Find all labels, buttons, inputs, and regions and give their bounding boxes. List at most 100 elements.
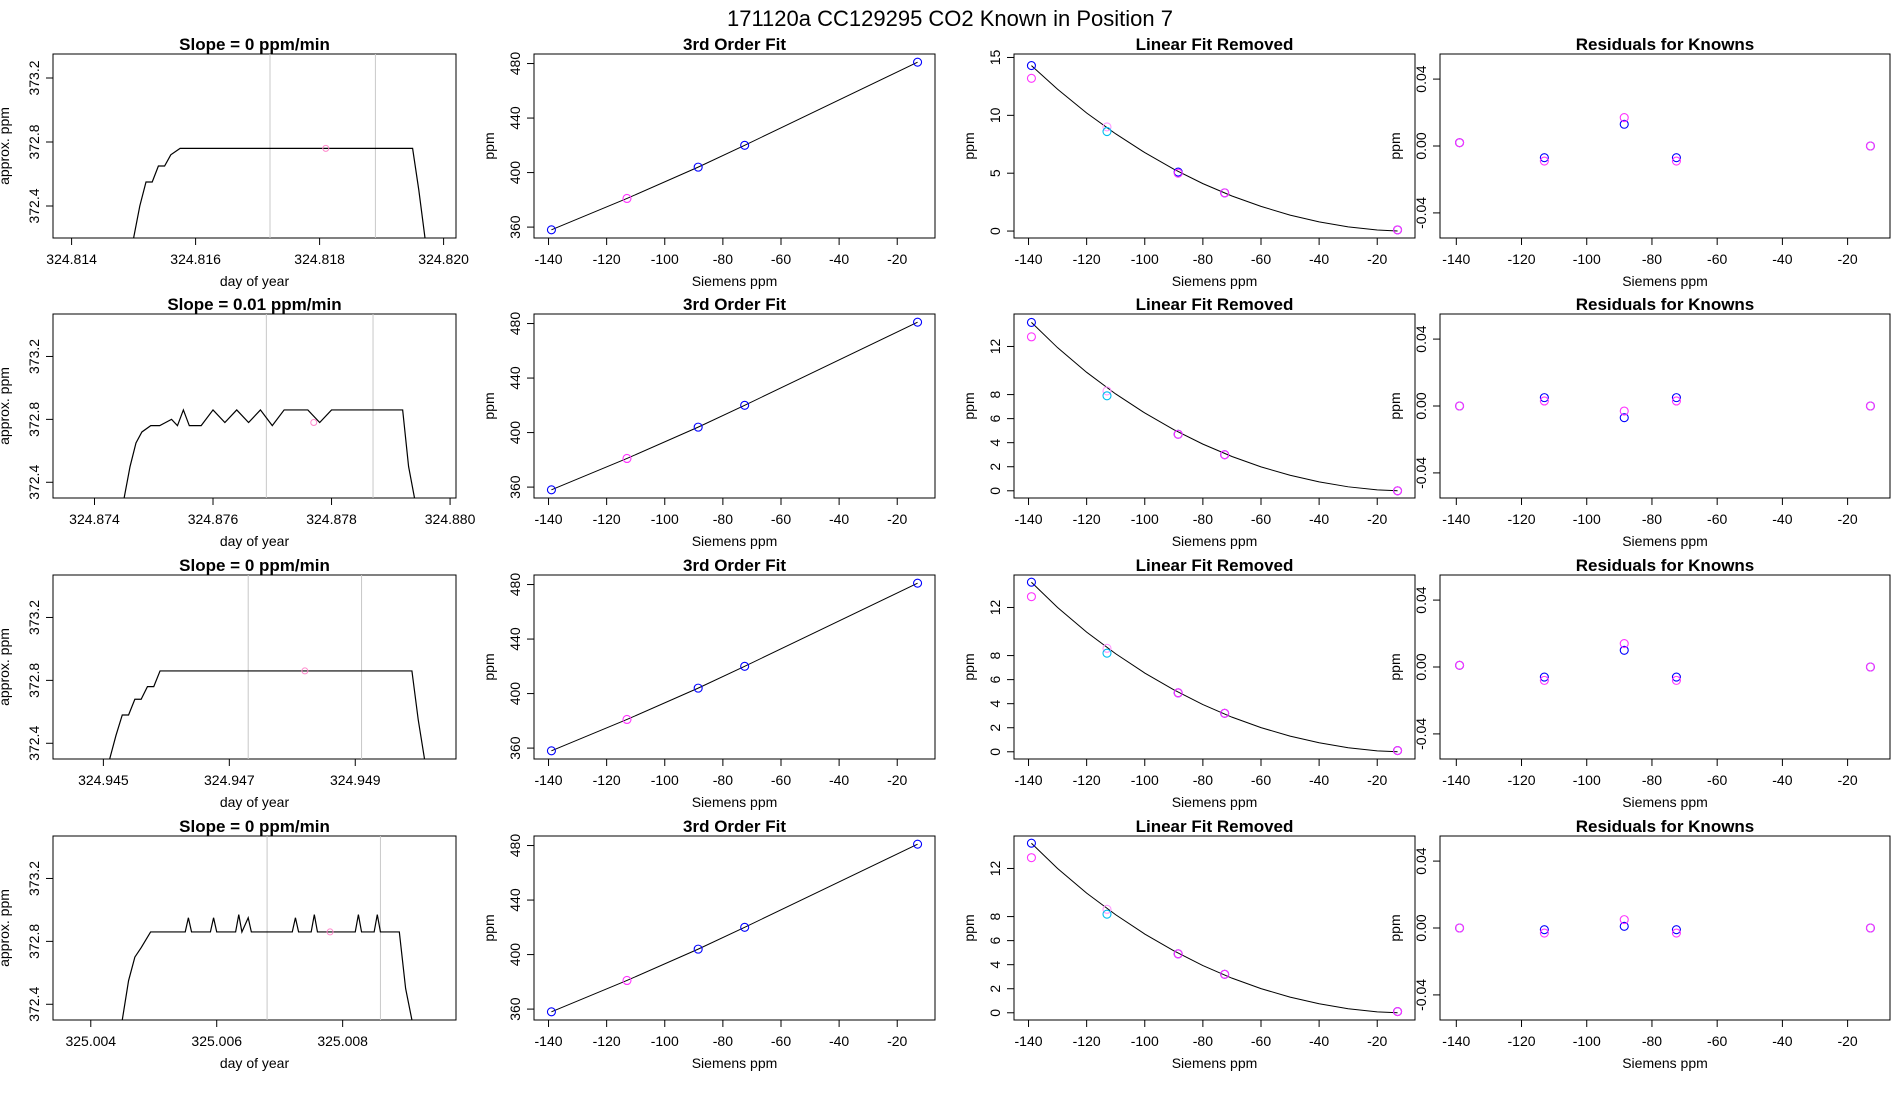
marker-point (310, 419, 318, 427)
x-tick-label: -80 (1642, 772, 1662, 788)
data-point (1026, 838, 1036, 848)
y-tick-label: 360 (507, 997, 523, 1021)
y-axis-label: ppm (481, 132, 497, 159)
panel-r0-c1: 3rd Order Fit Siemens ppm ppm -140 -120 -100 -… (481, 35, 936, 289)
panel-title: Linear Fit Removed (1136, 817, 1294, 836)
y-tick-label: 0.04 (1413, 847, 1429, 874)
x-tick-label: -20 (1367, 1033, 1387, 1049)
x-tick-label: -60 (1251, 251, 1271, 267)
data-point (1539, 156, 1549, 166)
plot-area (1455, 639, 1875, 685)
y-tick-label: 15 (987, 49, 1003, 65)
x-tick-label: 324.878 (306, 511, 357, 527)
panel-r3-c3: Residuals for Knowns Siemens ppm ppm -140 -1… (1387, 817, 1891, 1071)
data-point (913, 839, 923, 849)
plot-area (109, 575, 426, 759)
fit-line (1031, 842, 1398, 1014)
plot-area (123, 314, 416, 498)
panel-r2-c0: Slope = 0 ppm/min day of year approx. ppm 3… (0, 556, 457, 810)
data-point (1393, 486, 1403, 496)
plot-area (1455, 393, 1875, 423)
data-point (1619, 113, 1629, 123)
y-axis-label: ppm (1387, 132, 1403, 159)
x-tick-label: -20 (1837, 772, 1857, 788)
data-point (1026, 577, 1036, 587)
series-line (123, 408, 416, 498)
x-tick-label: -40 (1772, 1033, 1792, 1049)
plot-frame (52, 53, 457, 239)
panel-r1-c3: Residuals for Knowns Siemens ppm ppm -140 -1… (1387, 295, 1891, 549)
y-tick-label: 480 (507, 52, 523, 76)
x-tick-label: -100 (1131, 251, 1159, 267)
plot-frame (1439, 574, 1891, 760)
y-tick-label: 0 (987, 748, 1003, 756)
data-point (1619, 413, 1629, 423)
data-point (1619, 921, 1629, 931)
y-tick-label: 372.8 (26, 663, 42, 698)
data-point (1865, 923, 1875, 933)
x-tick-label: -120 (1508, 1033, 1536, 1049)
plot-frame (52, 835, 457, 1021)
x-axis-label: Siemens ppm (1622, 273, 1708, 289)
data-point (1102, 643, 1112, 653)
data-point (1026, 332, 1036, 342)
x-tick-label: 324.874 (69, 511, 120, 527)
data-point (693, 422, 703, 432)
data-point (1671, 675, 1681, 685)
y-tick-label: 373.2 (26, 600, 42, 635)
data-point (1619, 915, 1629, 925)
data-point (1619, 119, 1629, 129)
data-point (1026, 592, 1036, 602)
plot-area (1026, 317, 1403, 496)
plot-area (133, 54, 426, 238)
x-tick-label: -40 (1309, 511, 1329, 527)
y-tick-label: 2 (987, 724, 1003, 732)
y-tick-label: 360 (507, 475, 523, 499)
y-axis-label: approx. ppm (0, 628, 12, 706)
y-axis-label: ppm (961, 392, 977, 419)
fit-line (1031, 581, 1398, 753)
y-axis-label: approx. ppm (0, 367, 12, 445)
y-tick-label: 5 (987, 169, 1003, 177)
y-tick-label: 8 (987, 912, 1003, 920)
x-tick-label: 324.949 (330, 772, 381, 788)
data-point (1539, 396, 1549, 406)
data-point (1220, 969, 1230, 979)
y-tick-label: 372.8 (26, 402, 42, 437)
x-tick-label: 325.004 (65, 1033, 116, 1049)
y-tick-label: 8 (987, 651, 1003, 659)
data-point (1671, 396, 1681, 406)
x-tick-label: -40 (829, 511, 849, 527)
x-axis-label: Siemens ppm (1172, 533, 1258, 549)
y-tick-label: -0.04 (1413, 457, 1429, 489)
panel-title: Residuals for Knowns (1576, 817, 1755, 836)
y-tick-label: 2 (987, 985, 1003, 993)
y-tick-label: 0 (987, 1009, 1003, 1017)
data-point (1173, 688, 1183, 698)
y-tick-label: 2 (987, 463, 1003, 471)
data-point (1102, 386, 1112, 396)
y-tick-label: 6 (987, 937, 1003, 945)
panel-r0-c3: Residuals for Knowns Siemens ppm ppm -140 -1… (1387, 35, 1891, 289)
data-point (1220, 188, 1230, 198)
panel-r0-c2: Linear Fit Removed Siemens ppm ppm -140 -120… (961, 35, 1416, 289)
panel-r2-c3: Residuals for Knowns Siemens ppm ppm -140 -1… (1387, 556, 1891, 810)
data-point (1539, 928, 1549, 938)
panel-r1-c0: Slope = 0.01 ppm/min day of year approx. p… (0, 295, 476, 549)
y-tick-label: 372.4 (26, 188, 42, 223)
x-tick-label: -20 (1837, 1033, 1857, 1049)
panel-title: 3rd Order Fit (683, 35, 786, 54)
x-tick-label: -20 (1367, 251, 1387, 267)
data-point (546, 746, 556, 756)
data-point (1619, 639, 1629, 649)
y-tick-label: 360 (507, 215, 523, 239)
data-point (1671, 393, 1681, 403)
x-tick-label: 324.876 (188, 511, 239, 527)
x-tick-label: -60 (1251, 511, 1271, 527)
x-tick-label: -60 (771, 772, 791, 788)
y-axis-label: ppm (961, 132, 977, 159)
x-tick-label: -60 (771, 511, 791, 527)
data-point (740, 140, 750, 150)
data-point (546, 225, 556, 235)
